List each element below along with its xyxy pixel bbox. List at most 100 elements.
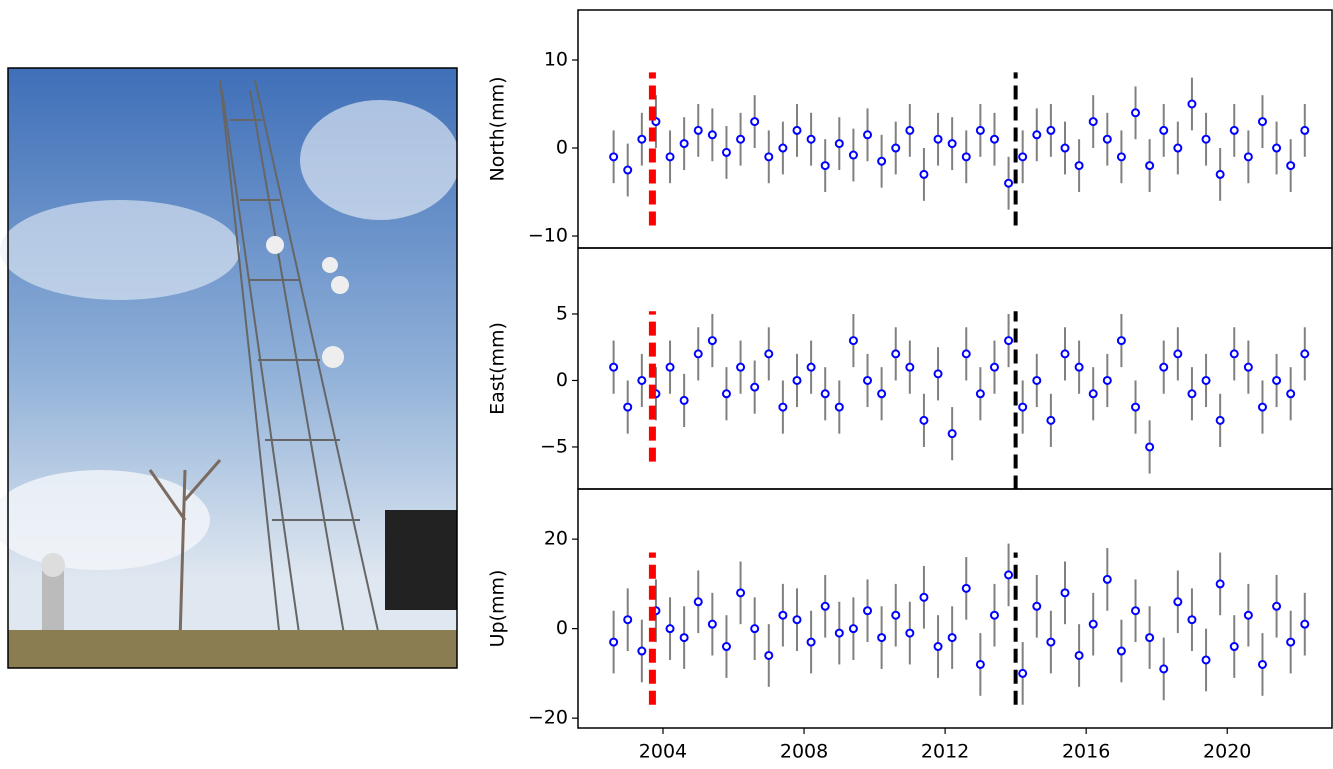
data-point — [1243, 362, 1253, 372]
data-point — [1074, 362, 1084, 372]
data-point — [1229, 349, 1239, 359]
data-point — [1088, 117, 1098, 127]
data-point — [834, 628, 844, 638]
data-point — [975, 389, 985, 399]
data-point — [1116, 152, 1126, 162]
y-tick-label: 10 — [544, 48, 568, 70]
data-point — [905, 362, 915, 372]
data-point — [820, 601, 830, 611]
y-axis-label: Up(mm) — [487, 570, 509, 648]
data-point — [750, 382, 760, 392]
data-point — [665, 624, 675, 634]
data-point — [778, 402, 788, 412]
data-point — [679, 139, 689, 149]
y-tick-label: 0 — [556, 137, 568, 159]
data-point — [1257, 402, 1267, 412]
data-point — [623, 615, 633, 625]
data-point — [1060, 588, 1070, 598]
data-point — [1004, 570, 1014, 580]
data-point — [721, 389, 731, 399]
data-point — [1201, 134, 1211, 144]
data-point — [1046, 125, 1056, 135]
y-tick-label: −20 — [528, 707, 568, 729]
data-point — [848, 150, 858, 160]
data-point — [750, 624, 760, 634]
data-point — [1201, 655, 1211, 665]
data-point — [1145, 442, 1155, 452]
data-point — [693, 597, 703, 607]
data-point — [1145, 161, 1155, 171]
data-point — [707, 336, 717, 346]
data-point — [792, 375, 802, 385]
data-point — [764, 349, 774, 359]
x-tick-label: 2016 — [1062, 741, 1110, 763]
data-point — [1032, 601, 1042, 611]
data-point — [679, 395, 689, 405]
y-tick-label: −5 — [540, 435, 568, 457]
data-point — [1060, 349, 1070, 359]
plot-frame — [577, 9, 1333, 249]
data-point — [919, 415, 929, 425]
data-point — [1173, 597, 1183, 607]
data-point — [933, 134, 943, 144]
data-point — [1187, 615, 1197, 625]
data-point — [1131, 402, 1141, 412]
data-point — [877, 633, 887, 643]
data-point — [792, 615, 802, 625]
data-point — [1018, 402, 1028, 412]
data-point — [806, 362, 816, 372]
data-point — [933, 642, 943, 652]
data-point — [750, 117, 760, 127]
data-point — [848, 624, 858, 634]
data-point — [1088, 389, 1098, 399]
y-tick-label: −10 — [528, 225, 568, 247]
data-point — [623, 165, 633, 175]
data-point — [609, 152, 619, 162]
data-point — [1187, 99, 1197, 109]
data-point — [1046, 637, 1056, 647]
data-point — [1159, 362, 1169, 372]
data-point — [1018, 668, 1028, 678]
data-point — [609, 362, 619, 372]
data-point — [1243, 152, 1253, 162]
data-point — [820, 389, 830, 399]
data-point — [1159, 125, 1169, 135]
data-point — [1215, 169, 1225, 179]
data-point — [933, 369, 943, 379]
data-point — [961, 583, 971, 593]
data-point — [1272, 143, 1282, 153]
data-point — [1187, 389, 1197, 399]
data-point — [792, 125, 802, 135]
data-point — [919, 592, 929, 602]
data-point — [961, 349, 971, 359]
y-axis-label: North(mm) — [487, 77, 509, 182]
data-point — [863, 606, 873, 616]
data-point — [877, 156, 887, 166]
data-point — [736, 588, 746, 598]
data-point — [1032, 375, 1042, 385]
data-point — [877, 389, 887, 399]
data-point — [891, 349, 901, 359]
data-point — [1004, 336, 1014, 346]
y-tick-label: 0 — [556, 369, 568, 391]
x-tick-label: 2008 — [780, 741, 828, 763]
data-point — [834, 402, 844, 412]
data-point — [1272, 601, 1282, 611]
data-point — [1102, 574, 1112, 584]
data-point — [1060, 143, 1070, 153]
data-point — [623, 402, 633, 412]
data-point — [1243, 610, 1253, 620]
plot-frame — [577, 488, 1333, 729]
data-point — [1272, 375, 1282, 385]
y-tick-label: 0 — [556, 617, 568, 639]
data-point — [989, 610, 999, 620]
data-point — [1257, 659, 1267, 669]
data-point — [961, 152, 971, 162]
data-point — [1074, 650, 1084, 660]
data-point — [989, 362, 999, 372]
data-point — [721, 642, 731, 652]
data-point — [989, 134, 999, 144]
data-point — [1032, 130, 1042, 140]
data-point — [1215, 579, 1225, 589]
data-point — [1286, 389, 1296, 399]
